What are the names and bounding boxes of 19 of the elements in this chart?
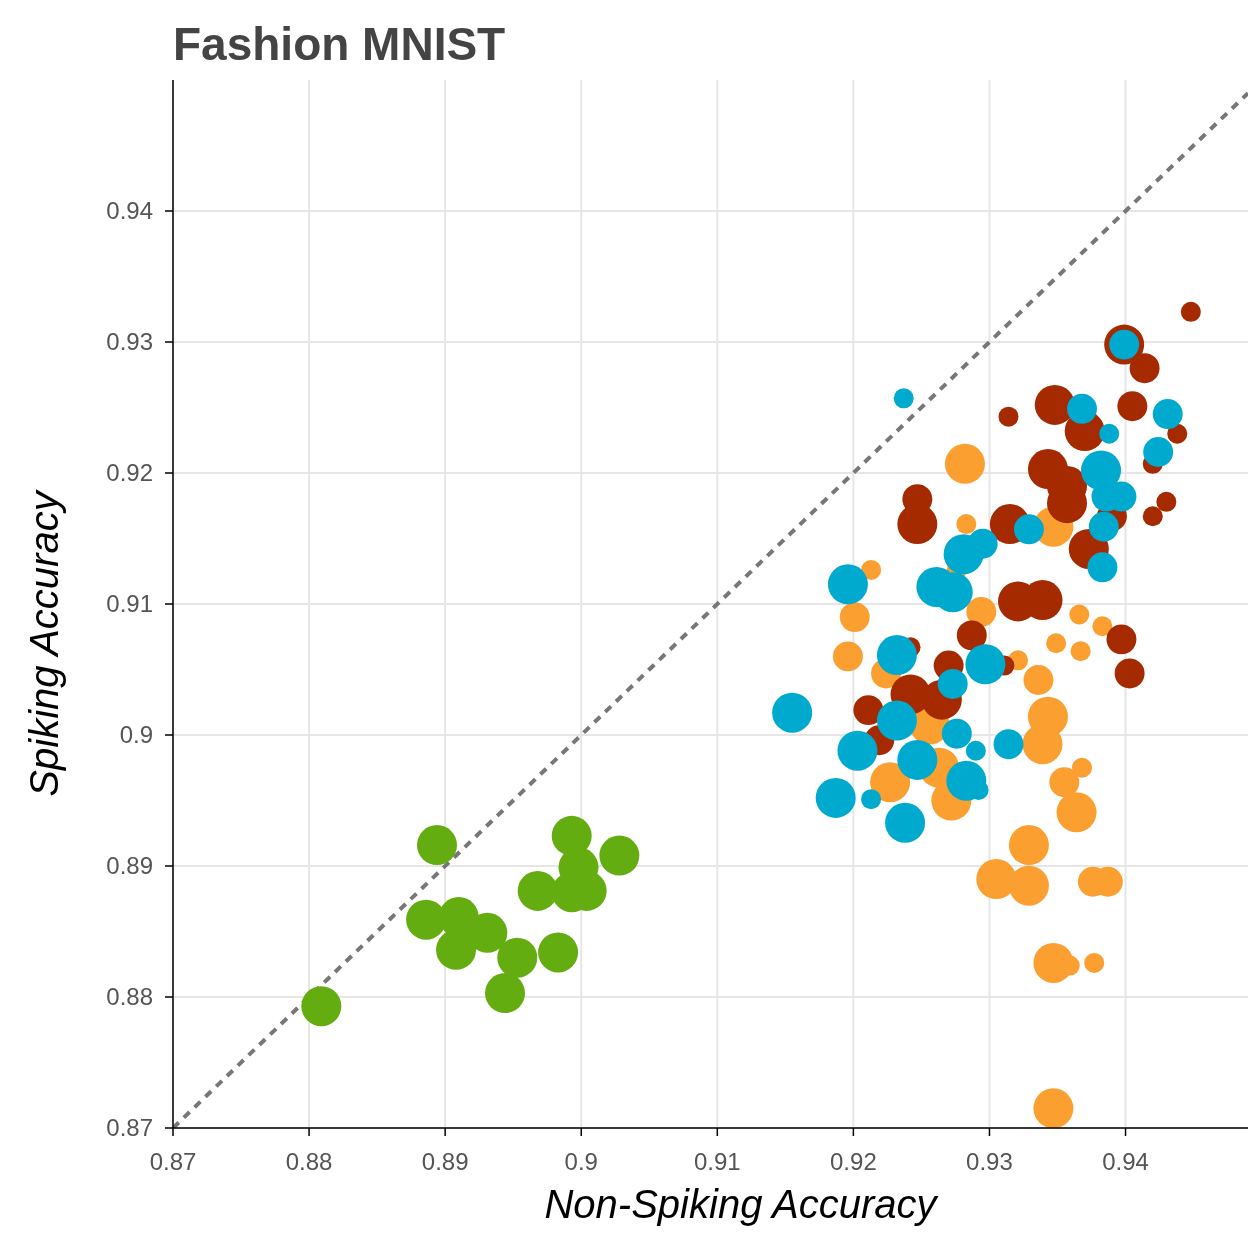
y-tick-label: 0.91 (106, 590, 153, 617)
x-tick-label: 0.89 (421, 1148, 469, 1175)
y-tick-label: 0.93 (106, 328, 153, 355)
x-tick-label: 0.88 (285, 1148, 333, 1175)
x-tick-label: 0.91 (693, 1148, 741, 1175)
y-tick-label: 0.88 (106, 983, 153, 1010)
y-axis-title: Spiking Accuracy (22, 488, 66, 797)
x-tick-label: 0.92 (830, 1148, 877, 1175)
x-tick-label: 0.94 (1102, 1148, 1149, 1175)
x-tick-label: 0.93 (966, 1148, 1013, 1175)
chart-title: Fashion MNIST (173, 18, 506, 70)
x-tick-label: 0.9 (564, 1148, 598, 1175)
y-tick-label: 0.94 (106, 197, 153, 224)
x-tick-label: 0.87 (149, 1148, 197, 1175)
y-tick-label: 0.92 (106, 459, 153, 486)
x-axis-title: Non-Spiking Accuracy (544, 1182, 940, 1226)
y-tick-label: 0.9 (119, 721, 153, 748)
y-tick-label: 0.87 (106, 1114, 153, 1141)
y-tick-label: 0.89 (106, 852, 153, 879)
